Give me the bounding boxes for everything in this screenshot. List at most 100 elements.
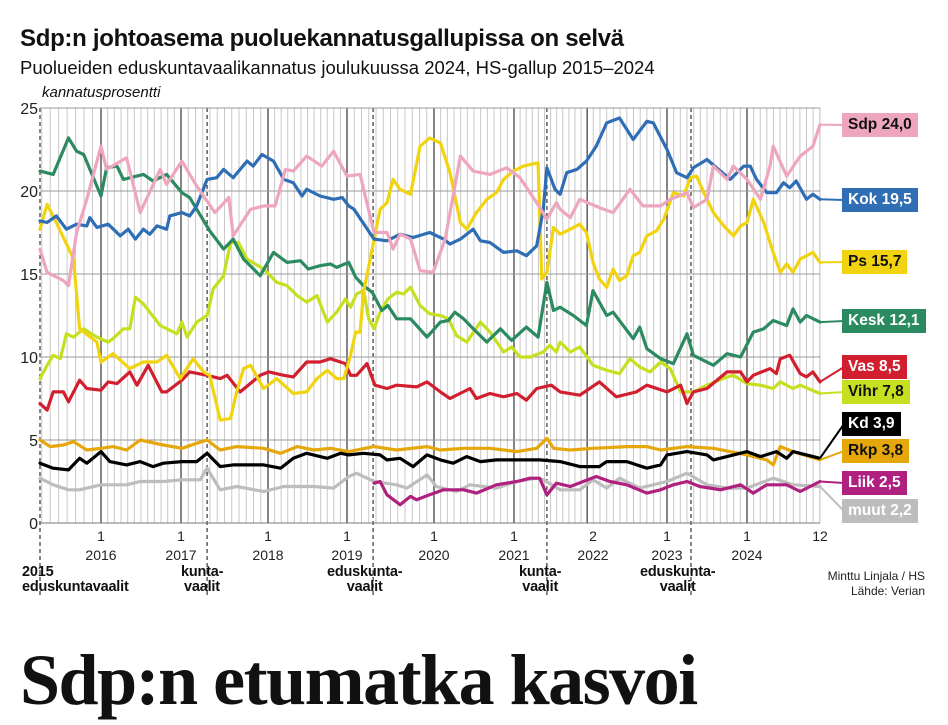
series-lines — [38, 116, 822, 507]
series-line-muut — [38, 466, 822, 494]
label-connector-kd — [819, 423, 845, 459]
series-label-value: 2,5 — [879, 474, 901, 491]
series-label-value: 2,2 — [890, 502, 912, 519]
series-line-vihr — [38, 240, 822, 396]
article-headline: Sdp:n etumatka kasvoi — [20, 640, 698, 720]
series-label-name: Kesk — [848, 312, 886, 329]
series-line-kd — [38, 450, 822, 472]
x-tick-year-label: 2016 — [85, 547, 116, 563]
label-connector-kesk — [819, 320, 845, 324]
credits: Minttu Linjala / HS Lähde: Verian — [828, 569, 925, 599]
y-tick-label: 15 — [20, 267, 38, 284]
series-label-liik: Liik 2,5 — [842, 471, 907, 495]
series-label-name: Kok — [848, 191, 878, 208]
series-label-value: 8,5 — [879, 358, 901, 375]
series-label-value: 7,8 — [882, 383, 904, 400]
annotation-line: vaalit — [522, 579, 559, 595]
label-connectors — [819, 123, 845, 512]
annotation-line: vaalit — [346, 579, 383, 595]
series-label-name: Vas — [848, 358, 875, 375]
series-label-value: 19,5 — [881, 191, 912, 208]
x-tick-year-label: 2022 — [577, 547, 608, 563]
label-connector-rkp — [819, 450, 845, 461]
series-label-muut: muut 2,2 — [842, 499, 918, 523]
x-tick-month-label: 1 — [264, 528, 272, 544]
credit-author: Minttu Linjala / HS — [827, 569, 925, 583]
y-tick-label: 5 — [29, 433, 38, 450]
grid — [39, 107, 821, 597]
annotation-line: eduskunta- — [640, 564, 716, 580]
x-tick-month-label: 1 — [663, 528, 671, 544]
series-label-value: 15,7 — [871, 253, 902, 270]
annotation-2017-municipal-election: kunta- vaalit — [181, 564, 224, 595]
x-tick-year-label: 2024 — [731, 547, 762, 563]
chart-title: Sdp:n johtoasema puoluekannatusgallupiss… — [20, 25, 624, 52]
y-tick-label: 0 — [29, 516, 38, 533]
series-line-kok — [38, 116, 822, 258]
x-tick-month-label: 1 — [177, 528, 185, 544]
annotation-line: vaalit — [659, 579, 696, 595]
series-label-name: Vihr — [848, 383, 878, 400]
annotation-line: 2015 — [22, 564, 54, 580]
annotation-line: eduskuntavaalit — [22, 579, 129, 595]
y-axis-ticks: 0 5 10 15 20 25 — [20, 101, 38, 533]
series-label-value: 3,9 — [872, 415, 895, 432]
series-label-name: Ps — [848, 253, 867, 270]
series-label-name: muut — [848, 502, 886, 519]
series-label-value: 3,8 — [881, 442, 904, 459]
series-label-name: Kd — [848, 415, 869, 432]
chart-subtitle: Puolueiden eduskuntavaalikannatus jouluk… — [20, 57, 655, 78]
series-line-vas — [38, 353, 822, 412]
x-tick-year-label: 2021 — [498, 547, 529, 563]
annotation-2023-election: eduskunta- vaalit — [640, 564, 716, 595]
annotation-line: eduskunta- — [327, 564, 403, 580]
series-label-sdp: Sdp 24,0 — [842, 113, 918, 137]
annotation-line: kunta- — [519, 564, 562, 580]
series-label-vas: Vas 8,5 — [842, 355, 907, 379]
credit-source: Lähde: Verian — [850, 584, 925, 598]
series-label-name: Sdp — [848, 116, 878, 133]
series-line-kesk — [38, 136, 822, 367]
y-tick-label: 25 — [20, 101, 38, 118]
series-label-kd: Kd 3,9 — [842, 412, 901, 436]
series-label-value: 24,0 — [881, 116, 912, 133]
y-axis-label: kannatusprosentti — [42, 84, 161, 101]
x-tick-month-label: 1 — [343, 528, 351, 544]
series-label-rkp: Rkp 3,8 — [842, 439, 910, 463]
x-tick-month-label: 2 — [589, 528, 597, 544]
series-label-vihr: Vihr 7,8 — [842, 380, 910, 404]
y-tick-label: 10 — [20, 350, 38, 367]
series-label-ps: Ps 15,7 — [842, 250, 908, 274]
label-connector-kok — [819, 198, 845, 201]
label-connector-vihr — [819, 391, 845, 395]
x-tick-year-label: 2023 — [651, 547, 682, 563]
series-label-name: Rkp — [848, 442, 878, 459]
annotation-2021-municipal-election: kunta- vaalit — [519, 564, 562, 595]
annotation-line: kunta- — [181, 564, 224, 580]
x-tick-month-label: 1 — [97, 528, 105, 544]
y-tick-label: 20 — [20, 184, 38, 201]
label-connector-vas — [819, 366, 845, 383]
x-tick-month-label: 1 — [510, 528, 518, 544]
x-tick-year-label: 2018 — [252, 547, 283, 563]
x-axis-ticks: 1 2016 1 2017 1 2018 1 2019 1 2020 1 2021 2 2022 1 2023… — [85, 528, 828, 563]
series-line-rkp — [38, 436, 822, 467]
series-line-sdp — [38, 123, 822, 288]
series-line-liik — [372, 474, 822, 507]
x-tick-year-label: 2020 — [418, 547, 449, 563]
annotation-line: vaalit — [184, 579, 220, 595]
annotation-2015-election: 2015 eduskuntavaalit — [22, 565, 129, 595]
x-tick-month-label: 12 — [812, 528, 828, 544]
series-label-kesk: Kesk 12,1 — [842, 309, 926, 333]
series-label-kok: Kok 19,5 — [842, 188, 918, 212]
series-label-name: Liik — [848, 474, 875, 491]
x-tick-year-label: 2019 — [331, 547, 362, 563]
x-tick-year-label: 2017 — [165, 547, 196, 563]
x-tick-month-label: 1 — [743, 528, 751, 544]
series-label-value: 12,1 — [889, 312, 920, 329]
series-line-ps — [38, 136, 822, 422]
x-tick-month-label: 1 — [430, 528, 438, 544]
annotation-2019-election: eduskunta- vaalit — [327, 564, 403, 595]
label-connector-liik — [819, 480, 845, 484]
